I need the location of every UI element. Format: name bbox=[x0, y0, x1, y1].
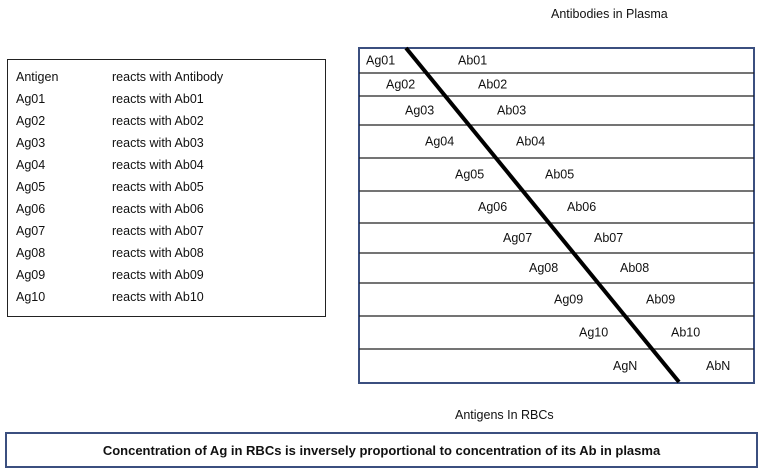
band-antibody-label: Ab04 bbox=[516, 135, 545, 149]
legend-reaction: reacts with Ab05 bbox=[112, 180, 204, 194]
top-title: Antibodies in Plasma bbox=[551, 7, 668, 21]
legend-reaction: reacts with Ab07 bbox=[112, 224, 204, 238]
band-antibody-label: Ab02 bbox=[478, 78, 507, 92]
band-antibody-label: Ab08 bbox=[620, 261, 649, 275]
band-antibody-label: AbN bbox=[706, 359, 730, 373]
legend-row: Ag05 reacts with Ab05 bbox=[8, 180, 325, 200]
legend-reaction: reacts with Ab10 bbox=[112, 290, 204, 304]
legend-header-antigen: Antigen bbox=[16, 70, 59, 84]
legend-row: Ag01 reacts with Ab01 bbox=[8, 92, 325, 112]
band-antigen-label: Ag03 bbox=[405, 104, 434, 118]
legend-row: Ag10 reacts with Ab10 bbox=[8, 290, 325, 310]
band-antigen-label: Ag10 bbox=[579, 326, 608, 340]
legend-row: Ag03 reacts with Ab03 bbox=[8, 136, 325, 156]
band-antigen-label: Ag09 bbox=[554, 293, 583, 307]
legend-antigen: Ag08 bbox=[16, 246, 46, 260]
diagonal-separator-line bbox=[404, 46, 681, 384]
legend-reaction: reacts with Ab06 bbox=[112, 202, 204, 216]
legend-antigen: Ag03 bbox=[16, 136, 46, 150]
legend-reaction: reacts with Ab03 bbox=[112, 136, 204, 150]
legend-row: Ag08 reacts with Ab08 bbox=[8, 246, 325, 266]
legend-box: Antigen reacts with Antibody Ag01 reacts … bbox=[7, 59, 326, 317]
band-antibody-label: Ab07 bbox=[594, 231, 623, 245]
legend-row: Ag02 reacts with Ab02 bbox=[8, 114, 325, 134]
band-antigen-label: Ag01 bbox=[366, 54, 395, 68]
band-antibody-label: Ab10 bbox=[671, 326, 700, 340]
legend-header-row: Antigen reacts with Antibody bbox=[8, 70, 325, 90]
legend-row: Ag07 reacts with Ab07 bbox=[8, 224, 325, 244]
legend-antigen: Ag04 bbox=[16, 158, 46, 172]
band-antigen-label: AgN bbox=[613, 359, 637, 373]
legend-header-antibody: reacts with Antibody bbox=[112, 70, 224, 84]
legend-antigen: Ag10 bbox=[16, 290, 46, 304]
band-antibody-label: Ab01 bbox=[458, 54, 487, 68]
legend-antigen: Ag05 bbox=[16, 180, 46, 194]
legend-antigen: Ag07 bbox=[16, 224, 46, 238]
legend-reaction: reacts with Ab08 bbox=[112, 246, 204, 260]
band-antigen-label: Ag06 bbox=[478, 200, 507, 214]
band-antigen-label: Ag05 bbox=[455, 168, 484, 182]
legend-row: Ag06 reacts with Ab06 bbox=[8, 202, 325, 222]
legend-antigen: Ag02 bbox=[16, 114, 46, 128]
legend-reaction: reacts with Ab02 bbox=[112, 114, 204, 128]
conclusion-box: Concentration of Ag in RBCs is inversely… bbox=[5, 432, 758, 468]
legend-antigen: Ag01 bbox=[16, 92, 46, 106]
legend-reaction: reacts with Ab04 bbox=[112, 158, 204, 172]
legend-row: Ag04 reacts with Ab04 bbox=[8, 158, 325, 178]
legend-reaction: reacts with Ab09 bbox=[112, 268, 204, 282]
band-antigen-label: Ag02 bbox=[386, 78, 415, 92]
band-antibody-label: Ab09 bbox=[646, 293, 675, 307]
band-antigen-label: Ag08 bbox=[529, 261, 558, 275]
legend-row: Ag09 reacts with Ab09 bbox=[8, 268, 325, 288]
band-antigen-label: Ag07 bbox=[503, 231, 532, 245]
legend-antigen: Ag09 bbox=[16, 268, 46, 282]
legend-reaction: reacts with Ab01 bbox=[112, 92, 204, 106]
band-antigen-label: Ag04 bbox=[425, 135, 454, 149]
bottom-title: Antigens In RBCs bbox=[455, 408, 554, 422]
band-box bbox=[358, 47, 755, 384]
legend-antigen: Ag06 bbox=[16, 202, 46, 216]
band-antibody-label: Ab05 bbox=[545, 168, 574, 182]
band-antibody-label: Ab06 bbox=[567, 200, 596, 214]
band-antibody-label: Ab03 bbox=[497, 104, 526, 118]
conclusion-text: Concentration of Ag in RBCs is inversely… bbox=[102, 442, 661, 458]
